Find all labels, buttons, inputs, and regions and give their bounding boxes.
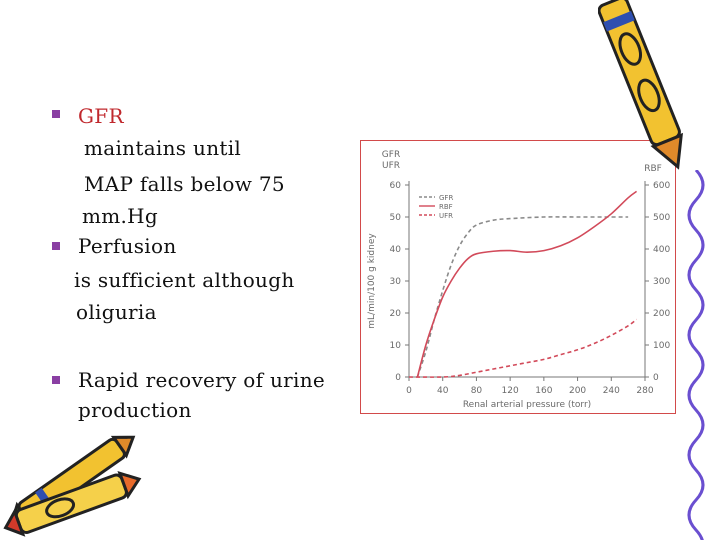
bullet-3-line-2: production (78, 398, 192, 422)
left-axis-title: UFR (382, 161, 400, 171)
x-tick-label: 120 (502, 386, 519, 396)
x-tick-label: 280 (636, 386, 653, 396)
bullet-marker (52, 376, 60, 384)
x-tick-label: 160 (535, 386, 552, 396)
left-axis-title: GFR (382, 150, 400, 160)
bullet-1-line-2: maintains until (84, 136, 242, 160)
y-left-tick-label: 30 (390, 277, 402, 287)
legend-label-rbf: RBF (439, 203, 453, 211)
bullet-2-line-2: is sufficient although (74, 268, 295, 292)
x-tick-label: 0 (406, 386, 412, 396)
chart-canvas: 0 40 80 120 160 200 240 28001020304050600100200… (367, 150, 670, 410)
crayon-icon (598, 0, 683, 170)
series-line-gfr (416, 216, 629, 378)
series-line-rbf (416, 190, 638, 378)
y-right-tick-label: 300 (653, 277, 670, 287)
x-tick-label: 40 (437, 386, 449, 396)
y-right-tick-label: 400 (653, 245, 670, 255)
y-left-tick-label: 10 (390, 341, 402, 351)
x-tick-label: 240 (603, 386, 620, 396)
y-left-tick-label: 60 (390, 181, 402, 191)
right-axis-title: RBF (644, 164, 662, 174)
x-axis-label: Renal arterial pressure (torr) (463, 400, 591, 410)
series-line-ufr (408, 318, 638, 378)
bullet-1-line-1: GFR (78, 104, 124, 128)
x-tick-label: 200 (569, 386, 586, 396)
bullet-2-line-3: oliguria (76, 300, 157, 324)
y-axis-label: mL/min/100 g kidney (367, 233, 377, 329)
squiggle-border-icon (687, 170, 705, 540)
x-tick-label: 80 (471, 386, 483, 396)
bullet-marker (52, 242, 60, 250)
y-right-tick-label: 500 (653, 213, 670, 223)
y-left-tick-label: 40 (390, 245, 402, 255)
bullet-2-line-1: Perfusion (78, 234, 177, 258)
y-left-tick-label: 50 (390, 213, 402, 223)
y-left-tick-label: 0 (395, 373, 401, 383)
axes-layer: 0 40 80 120 160 200 240 28001020304050600100200… (390, 181, 670, 396)
bullet-1-line-3: MAP falls below 75 (84, 172, 285, 196)
y-right-tick-label: 200 (653, 309, 670, 319)
bullet-1-line-4: mm.Hg (82, 204, 159, 228)
legend-label-ufr: UFR (439, 212, 453, 220)
y-right-tick-label: 600 (653, 181, 670, 191)
y-right-tick-label: 0 (653, 373, 659, 383)
crayons-bundle-icon (3, 435, 142, 537)
bullet-3-line-1: Rapid recovery of urine (78, 368, 326, 392)
renal-autoregulation-chart: 0 40 80 120 160 200 240 280 0 10 20 30 40 50 60 0 100 200… (360, 140, 676, 414)
legend-label-gfr: GFR (439, 194, 453, 202)
y-left-tick-label: 20 (390, 309, 402, 319)
series-layer (408, 190, 638, 378)
bullet-marker (52, 110, 60, 118)
y-right-tick-label: 100 (653, 341, 670, 351)
